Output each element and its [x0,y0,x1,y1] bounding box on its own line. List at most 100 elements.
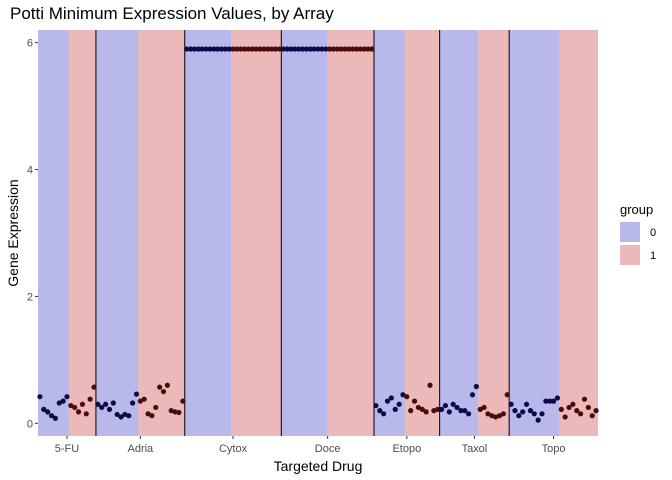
data-point [172,409,178,415]
data-point [126,413,132,419]
data-point [454,404,460,411]
band-taxol-group-1 [478,30,510,436]
data-point [404,394,410,400]
data-point [365,46,371,52]
data-point [164,382,170,388]
x-tick-label: Adria [128,443,155,455]
band-cytox-group-1 [231,30,282,436]
band-topo-group-1 [559,30,598,436]
data-point [245,46,252,52]
data-point [242,46,248,52]
data-point [550,398,557,404]
data-point [400,392,406,398]
data-point [373,402,379,409]
data-point [60,398,66,404]
band-5-fu-group-1 [68,30,96,436]
data-point [102,401,109,407]
data-point [442,402,449,409]
data-point [574,408,580,414]
y-tick-label: 0 [27,418,33,430]
data-point [566,404,572,411]
legend-key-0 [620,222,640,242]
data-point [384,398,391,404]
band-adria-group-0 [95,30,139,436]
data-point [415,404,422,411]
data-point [485,411,491,417]
y-tick-label: 2 [27,291,33,303]
band-doce-group-0 [281,30,328,436]
data-point [319,46,325,52]
data-point [423,409,429,415]
data-point [79,401,86,407]
band-etopo-group-1 [404,30,440,436]
data-point [45,409,51,415]
data-point [284,46,290,52]
data-point [330,46,337,52]
data-point [191,46,198,52]
band-etopo-group-0 [374,30,405,436]
data-point [589,413,595,419]
data-point [562,414,568,420]
data-point [157,384,163,390]
data-point [446,409,452,415]
data-point [83,411,89,417]
x-tick-label: 5-FU [55,443,80,455]
data-point [195,46,201,52]
data-point [508,401,514,407]
data-point [133,391,140,397]
data-point [180,398,186,404]
data-point [184,46,190,52]
data-point [469,392,476,398]
data-point [357,46,364,52]
data-point [512,408,518,414]
data-point [41,406,47,412]
legend-title: group [620,202,653,217]
x-axis-title: Targeted Drug [274,458,363,474]
y-axis-title: Gene Expression [5,179,21,286]
data-point [554,395,561,401]
data-point [361,46,367,52]
data-point [207,46,213,52]
data-point [388,395,394,401]
data-point [276,46,282,52]
data-point [141,396,147,402]
data-point [377,408,383,414]
data-point [211,46,217,52]
data-point [438,406,445,412]
data-point [299,46,306,52]
data-point [48,413,55,419]
data-point [578,411,584,417]
band-doce-group-1 [327,30,374,436]
data-point [130,400,136,406]
chart-title: Potti Minimum Expression Values, by Arra… [10,4,334,23]
data-point [91,384,97,390]
data-point [458,408,464,414]
data-point [149,413,155,419]
group-bands [38,30,598,436]
data-point [249,46,255,52]
band-5-fu-group-0 [38,30,69,436]
band-topo-group-0 [509,30,560,436]
data-point [466,411,472,417]
data-point [585,404,591,411]
data-point [408,408,414,414]
x-axis: 5-FU Adria Cytox Doce Etopo Taxol Topo [55,436,566,455]
data-point [272,46,279,52]
data-point [531,411,537,417]
data-point [234,46,240,52]
data-point [56,400,62,406]
band-adria-group-1 [138,30,185,436]
x-tick-label: Topo [542,443,566,455]
data-point [253,46,259,52]
data-point [118,414,124,420]
legend-label-1: 1 [650,250,656,262]
data-point [269,46,275,52]
data-point [593,408,599,414]
data-point [226,46,232,52]
data-point [37,394,43,400]
data-point [523,401,530,407]
data-point [450,401,456,407]
data-point [315,46,321,52]
data-point [496,413,503,419]
data-point [303,46,310,52]
